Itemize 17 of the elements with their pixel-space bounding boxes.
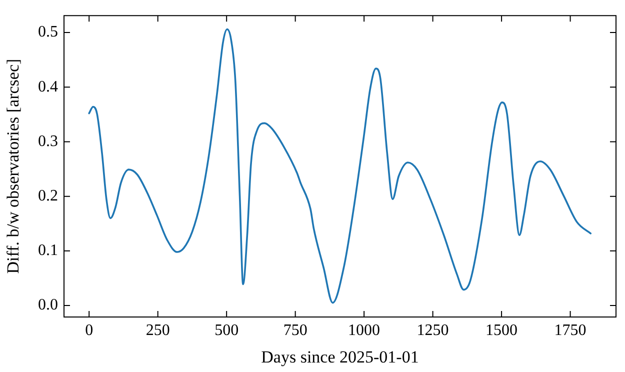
x-tick-label: 1000 (348, 322, 380, 339)
x-axis-title: Days since 2025-01-01 (261, 347, 419, 366)
x-tick-label: 1250 (416, 322, 449, 339)
x-tick-label: 500 (214, 322, 239, 339)
y-tick-label: 0.2 (38, 188, 58, 205)
y-tick-label: 0.5 (38, 24, 58, 41)
y-tick-label: 0.3 (38, 132, 58, 150)
x-tick-label: 250 (146, 322, 170, 339)
x-tick-label: 1750 (554, 322, 586, 339)
line-series (88, 28, 592, 304)
y-axis-title: Diff. b/w observatories [arcsec] (4, 58, 23, 274)
x-tick-label: 1500 (486, 322, 518, 339)
y-tick-label: 0.1 (38, 242, 58, 260)
x-tick-label: 0 (85, 322, 94, 339)
x-tick-label: 750 (283, 322, 308, 339)
y-tick-label: 0.0 (38, 296, 58, 314)
y-tick-label: 0.4 (38, 78, 58, 96)
